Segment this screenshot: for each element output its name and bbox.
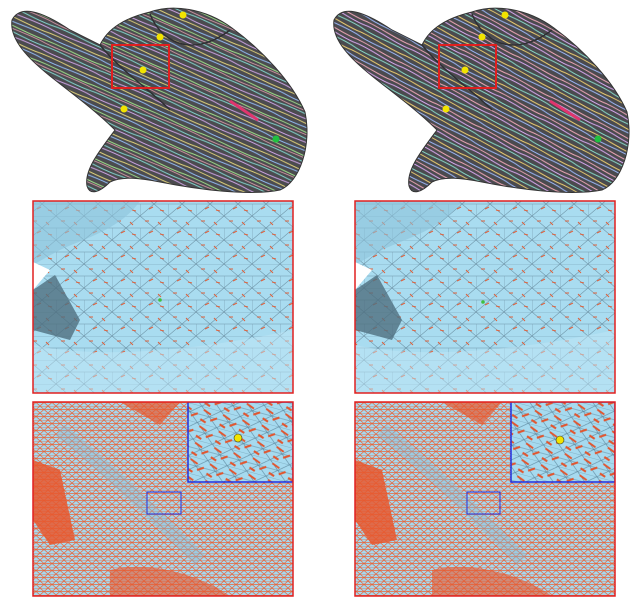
- panel-border: [32, 401, 294, 597]
- dense-panel-left: [33, 402, 293, 596]
- zoom-panel-right: [354, 200, 616, 394]
- hand-render-right: [333, 7, 630, 193]
- hand-render-left: [11, 7, 308, 193]
- dense-panel-right: [355, 402, 615, 596]
- panel-border: [354, 401, 616, 597]
- zoom-panel-left: [32, 200, 294, 394]
